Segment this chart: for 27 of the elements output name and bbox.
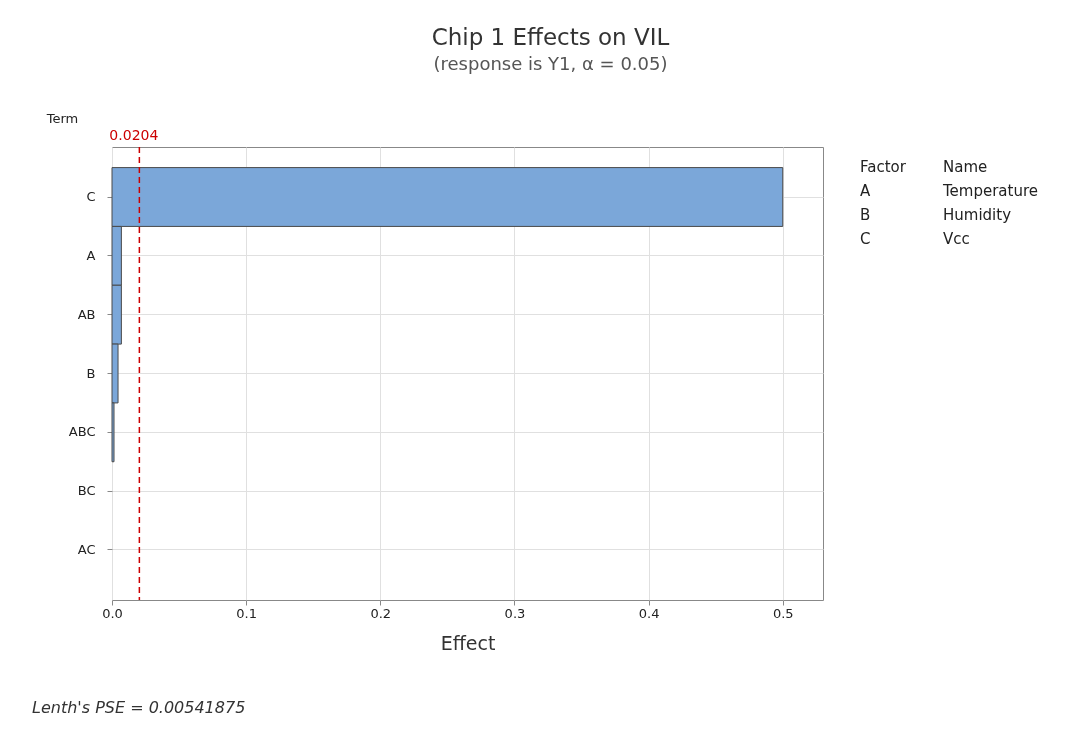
y-tick-label: B [86,365,96,381]
chart-title: Chip 1 Effects on VIL [431,24,670,50]
y-tick-label: ABC [68,424,96,440]
x-tick-label: 0.4 [638,605,660,621]
text: A [860,182,872,200]
text: Temperature [943,182,1039,200]
text: Humidity [943,206,1012,224]
text: Vcc [943,230,971,248]
y-tick-label: AC [77,541,96,557]
y-tick-label: A [86,247,96,263]
text: Name [943,158,989,176]
y-tick-label: BC [77,483,96,499]
y-tick-label: C [86,189,96,205]
text: Lenth's PSE = 0.00541875 [32,698,246,717]
y-tick-label: AB [77,306,96,322]
x-tick-label: 0.5 [772,605,794,621]
chart-subtitle: (response is Y1, α = 0.05) [433,53,668,74]
x-tick-label: 0.1 [236,605,257,621]
x-tick-label: 0.0 [102,605,123,621]
text: C [860,230,872,248]
text: Factor [860,158,907,176]
text: B [860,206,872,224]
x-tick-label: 0.2 [370,605,392,621]
x-tick-label: 0.3 [504,605,526,621]
ref-line-label: 0.0204 [109,127,159,143]
x-axis-title: Effect [440,631,496,654]
y-axis-title: Term [45,110,79,126]
